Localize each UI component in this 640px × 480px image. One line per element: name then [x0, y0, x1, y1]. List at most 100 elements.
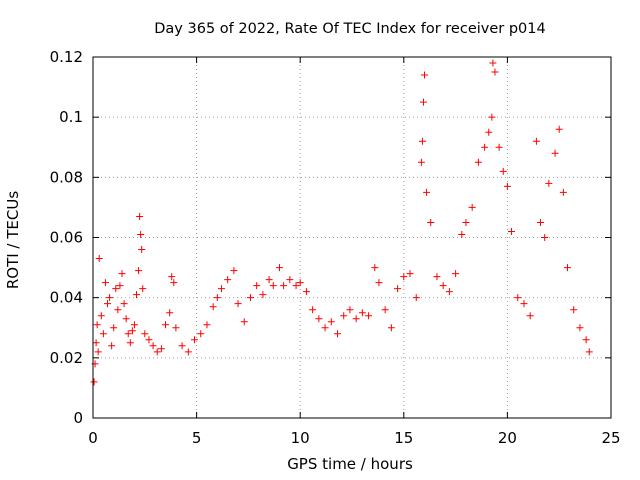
data-point: [149, 342, 157, 350]
data-point: [503, 182, 511, 190]
data-point: [265, 276, 273, 284]
data-point: [526, 312, 534, 320]
data-point: [101, 279, 109, 287]
data-point: [114, 306, 122, 314]
data-point: [170, 279, 178, 287]
data-point: [489, 59, 497, 67]
data-point: [178, 342, 186, 350]
data-point: [340, 312, 348, 320]
data-point: [481, 143, 489, 151]
data-point: [452, 270, 460, 278]
data-point: [485, 128, 493, 136]
x-tick-label: 20: [498, 429, 517, 447]
data-point: [327, 318, 335, 326]
data-point: [387, 324, 395, 332]
data-point: [137, 230, 145, 238]
data-point: [118, 270, 126, 278]
data-point: [139, 285, 147, 293]
data-point: [122, 315, 130, 323]
data-point: [458, 230, 466, 238]
data-point: [375, 279, 383, 287]
data-point: [246, 294, 254, 302]
data-point: [104, 300, 112, 308]
data-point: [184, 348, 192, 356]
data-point: [106, 294, 114, 302]
data-point: [474, 158, 482, 166]
data-point: [559, 188, 567, 196]
data-point: [352, 315, 360, 323]
data-point: [126, 339, 134, 347]
data-point: [166, 309, 174, 317]
axis-ticks-layer: 0 5 10 15 20 25 0 0.02 0.04 0.06 0.08 0.1 0.12: [50, 48, 621, 447]
data-point: [168, 273, 176, 281]
data-point: [296, 279, 304, 287]
data-point: [240, 318, 248, 326]
data-point: [130, 321, 138, 329]
data-point: [570, 306, 578, 314]
data-point: [439, 282, 447, 290]
y-tick-label: 0: [73, 409, 83, 427]
data-point: [508, 227, 516, 235]
y-tick-label: 0.04: [50, 289, 83, 307]
data-point: [230, 267, 238, 275]
data-point: [203, 321, 211, 329]
data-point: [94, 348, 102, 356]
data-point: [333, 330, 341, 338]
data-point: [302, 288, 310, 296]
data-point: [95, 255, 103, 263]
data-point: [520, 300, 528, 308]
data-point: [93, 321, 101, 329]
data-point: [213, 294, 221, 302]
x-axis-label: GPS time / hours: [287, 455, 413, 473]
x-tick-label: 0: [88, 429, 98, 447]
data-point: [275, 264, 283, 272]
data-point: [162, 321, 170, 329]
data-point: [153, 348, 161, 356]
data-point: [400, 273, 408, 281]
data-point: [418, 137, 426, 145]
data-point: [99, 330, 107, 338]
data-point: [468, 203, 476, 211]
data-point: [365, 312, 373, 320]
y-tick-label: 0.02: [50, 349, 83, 367]
data-point: [209, 303, 217, 311]
data-point: [92, 339, 100, 347]
data-points-layer: [90, 59, 593, 386]
data-point: [191, 336, 199, 344]
data-point: [532, 137, 540, 145]
data-point: [563, 264, 571, 272]
data-point: [381, 306, 389, 314]
data-point: [97, 312, 105, 320]
data-point: [141, 330, 149, 338]
data-point: [269, 282, 277, 290]
data-point: [309, 306, 317, 314]
data-point: [133, 291, 141, 299]
data-point: [585, 348, 593, 356]
y-tick-label: 0.12: [50, 48, 83, 66]
data-point: [253, 282, 261, 290]
y-axis-label: ROTI / TECUs: [4, 191, 22, 289]
data-point: [116, 282, 124, 290]
data-point: [315, 315, 323, 323]
data-point: [234, 300, 242, 308]
data-point: [419, 98, 427, 106]
data-point: [423, 188, 431, 196]
data-point: [90, 378, 98, 386]
data-point: [259, 291, 267, 299]
data-point: [394, 285, 402, 293]
data-point: [421, 71, 429, 79]
data-point: [433, 273, 441, 281]
y-tick-label: 0.1: [59, 108, 83, 126]
data-point: [545, 179, 553, 187]
data-point: [495, 143, 503, 151]
data-point: [172, 324, 180, 332]
data-point: [576, 324, 584, 332]
data-point: [224, 276, 232, 284]
x-tick-label: 5: [192, 429, 202, 447]
x-tick-label: 25: [601, 429, 620, 447]
data-point: [371, 264, 379, 272]
y-tick-label: 0.08: [50, 168, 83, 186]
data-point: [120, 300, 128, 308]
